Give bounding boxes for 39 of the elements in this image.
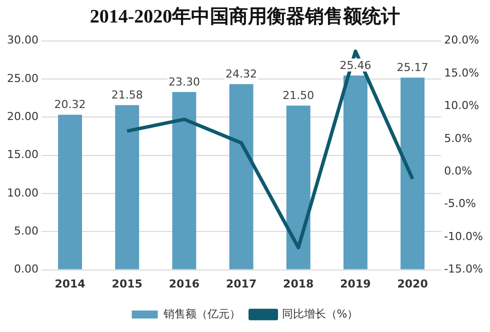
legend-label: 销售额（亿元） [162,307,240,320]
bar [58,114,82,270]
legend-label: 同比增长（%） [282,307,358,320]
bar [400,78,425,270]
x-tick-label: 2014 [54,277,86,290]
x-tick-label: 2017 [226,277,257,290]
x-tick-label: 2020 [397,277,428,290]
y2-tick-label: -15.0% [444,262,484,276]
data-label: 20.32 [54,98,86,112]
bar [172,92,196,270]
x-tick-label: 2015 [112,277,142,290]
y2-tick-label: 10.0% [444,99,480,112]
data-label: 21.50 [282,89,314,102]
data-label: 21.58 [111,88,143,102]
data-label: 25.46 [340,58,372,72]
y2-tick-label: 0.0% [444,164,472,178]
y-tick-label: 0.00 [14,262,38,276]
data-label: 23.30 [168,75,200,88]
y-tick-label: 25.00 [6,72,38,85]
y2-tick-label: 15.0% [444,66,480,80]
bar [286,106,310,270]
bar [343,75,368,270]
y2-tick-label: 20.0% [444,34,480,47]
y-tick-label: 5.00 [14,224,38,238]
y2-tick-label: 5.0% [444,132,472,145]
y2-tick-label: -5.0% [444,197,476,210]
y-tick-label: 10.00 [6,186,38,200]
y-tick-label: 20.00 [6,110,38,123]
bar [229,84,254,270]
y2-tick-label: -10.0% [444,230,484,243]
x-tick-label: 2019 [340,277,371,290]
bar [115,105,140,270]
chart-title: 2014-2020年中国商用衡器销售额统计 [90,5,400,28]
data-label: 24.32 [226,68,258,81]
x-tick-label: 2018 [283,277,314,290]
x-tick-label: 2016 [168,277,200,290]
y-tick-label: 15.00 [6,148,38,162]
y-tick-label: 30.00 [6,34,38,47]
data-label: 25.17 [396,61,428,74]
